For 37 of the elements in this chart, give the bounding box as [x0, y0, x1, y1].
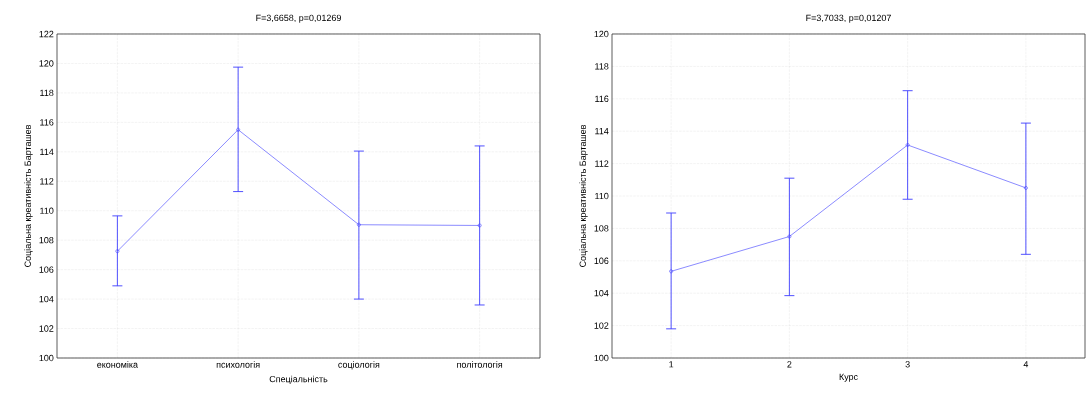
y-tick-label: 118 — [595, 63, 609, 70]
x-axis-title: Спеціальність — [269, 375, 328, 384]
y-tick-label: 104 — [594, 290, 609, 297]
y-axis-title: Соціальна креативність Барташев — [24, 125, 33, 267]
chart-title: F=3,7033, p=0,01207 — [806, 14, 891, 23]
y-tick-label: 108 — [39, 237, 54, 244]
y-tick-label: 110 — [595, 192, 609, 200]
y-tick-label: 102 — [594, 322, 609, 329]
y-tick-label: 114 — [40, 148, 54, 155]
y-tick-label: 106 — [594, 257, 609, 264]
x-tick-label: економіка — [97, 361, 138, 368]
y-tick-label: 108 — [594, 225, 609, 232]
y-tick-label: 120 — [594, 30, 609, 38]
x-axis-title: Курс — [839, 373, 858, 382]
y-tick-label: 100 — [39, 354, 54, 362]
x-tick-label: 4 — [1023, 361, 1029, 368]
x-tick-label: 2 — [787, 361, 792, 368]
y-tick-label: 102 — [39, 325, 54, 332]
y-axis-title: Соціальна креативність Барташев — [579, 125, 588, 267]
x-tick-label: 1 — [669, 361, 674, 368]
y-tick-label: 112 — [40, 178, 54, 185]
x-tick-label: психологія — [216, 361, 260, 368]
y-tick-label: 116 — [595, 95, 609, 102]
x-tick-label: соціологія — [338, 361, 380, 370]
x-tick-label: політологія — [457, 361, 503, 368]
y-tick-label: 120 — [39, 60, 54, 67]
x-tick-label: 3 — [905, 361, 910, 368]
y-tick-label: 110 — [40, 207, 54, 214]
y-tick-label: 122 — [39, 30, 54, 38]
y-tick-label: 104 — [39, 295, 54, 303]
y-tick-label: 112 — [595, 160, 609, 167]
y-tick-label: 100 — [594, 354, 609, 362]
y-tick-label: 118 — [40, 89, 54, 97]
y-tick-label: 106 — [39, 266, 54, 273]
y-tick-label: 116 — [40, 119, 54, 126]
chart-title: F=3,6658, p=0,01269 — [256, 14, 341, 23]
y-tick-label: 114 — [595, 128, 609, 135]
